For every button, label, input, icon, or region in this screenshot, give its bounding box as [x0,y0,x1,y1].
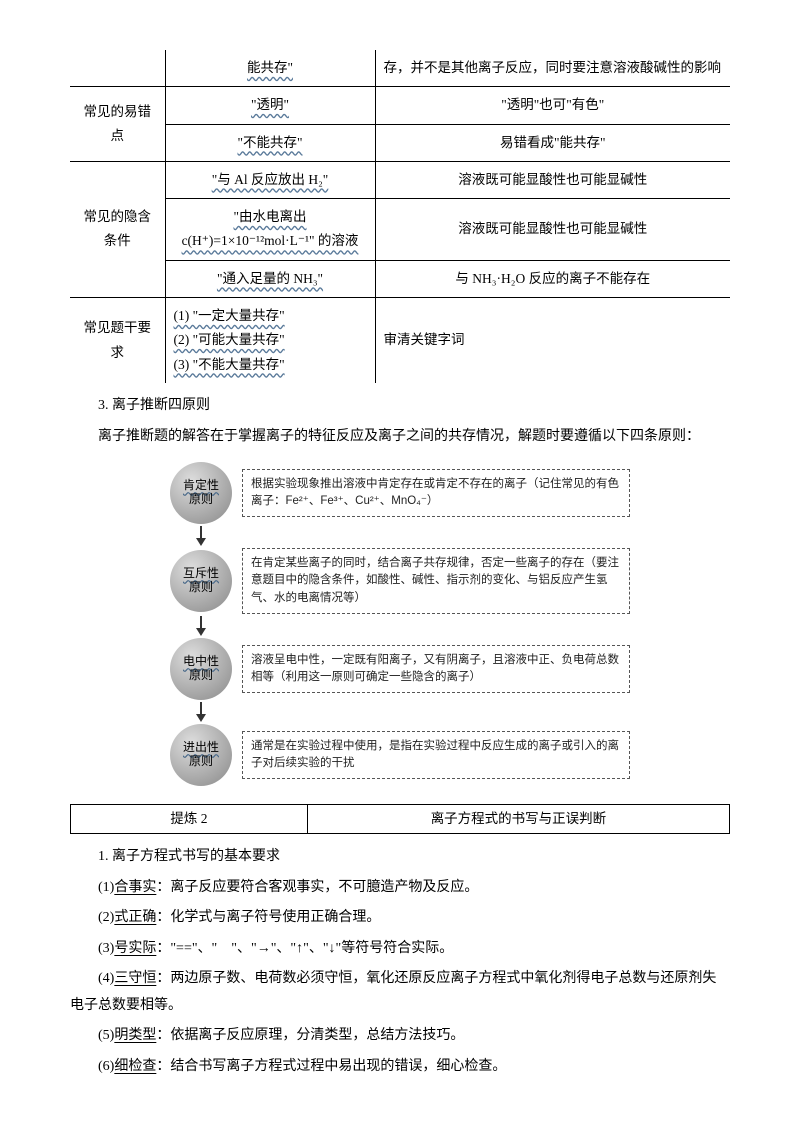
cell: 审清关键字词 [375,298,730,383]
list-item: (5)明类型：依据离子反应原理，分清类型，总结方法技巧。 [70,1023,730,1050]
flowchart: 肯定性原则 根据实验现象推出溶液中肯定存在或肯定不存在的离子（记住常见的有色离子… [170,462,630,786]
cell: "透明"也可"有色" [375,87,730,124]
arrow-down-icon [170,524,232,548]
cell: 常见题干要求 [70,298,165,383]
table-row: "通入足量的 NH₃" 与 NH₃·H₂O 反应的离子不能存在 [70,260,730,297]
list-item: (4)三守恒：两边原子数、电荷数必须守恒，氧化还原反应离子方程式中氧化剂得电子总… [70,966,730,1019]
cell: "不能共存" [237,135,302,150]
cell: 溶液既可能显酸性也可能显碱性 [375,161,730,198]
cell: 存，并不是其他离子反应，同时要注意溶液酸碱性的影响 [375,50,730,87]
table-row: "不能共存" 易错看成"能共存" [70,124,730,161]
flow-node: 电中性原则 [170,638,232,700]
table-row: 能共存" 存，并不是其他离子反应，同时要注意溶液酸碱性的影响 [70,50,730,87]
list-item: (1)合事实：离子反应要符合客观事实，不可臆造产物及反应。 [70,875,730,902]
heading: 3. 离子推断四原则 [70,393,730,420]
cell: 能共存" [247,60,293,75]
arrow-down-icon [170,700,232,724]
flow-node: 进出性原则 [170,724,232,786]
flow-desc: 溶液呈电中性，一定既有阳离子，又有阴离子，且溶液中正、负电荷总数相等（利用这一原… [242,645,630,694]
flow-desc: 根据实验现象推出溶液中肯定存在或肯定不存在的离子（记住常见的有色离子：Fe²⁺、… [242,469,630,518]
concept-table: 能共存" 存，并不是其他离子反应，同时要注意溶液酸碱性的影响 常见的易错点 "透… [70,50,730,383]
cell: 与 NH₃·H₂O 反应的离子不能存在 [375,260,730,297]
cell: "透明" [251,97,289,112]
table-row: 常见题干要求 (1) "一定大量共存" (2) "可能大量共存" (3) "不能… [70,298,730,383]
cell: 常见的易错点 [70,87,165,162]
flow-node: 肯定性原则 [170,462,232,524]
section-bar: 提炼 2 离子方程式的书写与正误判断 [70,804,730,834]
cell: "由水电离出 c(H⁺)=1×10⁻¹²mol·L⁻¹" 的溶液 [182,209,359,248]
bar-left: 提炼 2 [71,805,308,833]
bar-right: 离子方程式的书写与正误判断 [308,805,729,833]
list-item: (6)细检查：结合书写离子方程式过程中易出现的错误，细心检查。 [70,1054,730,1081]
heading: 1. 离子方程式书写的基本要求 [70,844,730,871]
flow-desc: 通常是在实验过程中使用，是指在实验过程中反应生成的离子或引入的离子对后续实验的干… [242,731,630,780]
table-row: 常见的隐含条件 "与 Al 反应放出 H₂" 溶液既可能显酸性也可能显碱性 [70,161,730,198]
paragraph: 离子推断题的解答在于掌握离子的特征反应及离子之间的共存情况，解题时要遵循以下四条… [70,424,730,451]
list-item: (3)号实际："=="、" "、"→"、"↑"、"↓"等符号符合实际。 [70,936,730,963]
cell: "通入足量的 NH₃" [217,271,323,286]
table-row: 常见的易错点 "透明" "透明"也可"有色" [70,87,730,124]
cell: 常见的隐含条件 [70,161,165,297]
list-item: (2)式正确：化学式与离子符号使用正确合理。 [70,905,730,932]
cell: 易错看成"能共存" [375,124,730,161]
cell: 溶液既可能显酸性也可能显碱性 [375,199,730,261]
cell: "与 Al 反应放出 H₂" [212,172,329,187]
flow-desc: 在肯定某些离子的同时，结合离子共存规律，否定一些离子的存在（要注意题目中的隐含条… [242,548,630,614]
flow-node: 互斥性原则 [170,550,232,612]
arrow-down-icon [170,614,232,638]
table-row: "由水电离出 c(H⁺)=1×10⁻¹²mol·L⁻¹" 的溶液 溶液既可能显酸… [70,199,730,261]
cell: (1) "一定大量共存" (2) "可能大量共存" (3) "不能大量共存" [165,298,375,383]
